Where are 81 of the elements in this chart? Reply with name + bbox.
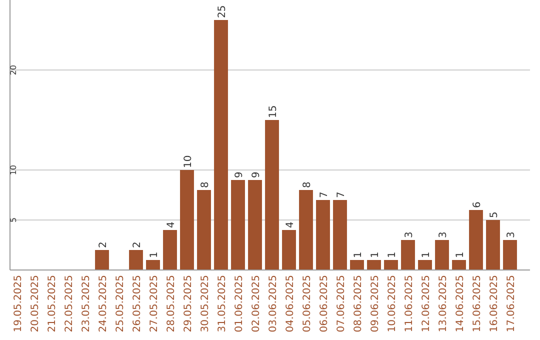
data-label: 9 (251, 172, 262, 178)
data-label: 6 (472, 202, 483, 208)
x-tick-label: 17.06.2025 (506, 275, 517, 332)
data-label: 10 (183, 155, 194, 168)
bar (265, 120, 279, 270)
x-tick-label: 21.05.2025 (47, 275, 58, 332)
bar (367, 260, 381, 270)
bar (299, 190, 313, 270)
bar (129, 250, 143, 270)
data-label: 1 (370, 252, 381, 258)
x-tick-label: 16.06.2025 (489, 275, 500, 332)
bar (231, 180, 245, 270)
data-label: 3 (404, 232, 415, 238)
data-label: 3 (438, 232, 449, 238)
data-label: 7 (336, 192, 347, 198)
bar (95, 250, 109, 270)
x-tick-label: 13.06.2025 (438, 275, 449, 332)
data-label: 8 (302, 182, 313, 188)
bar (316, 200, 330, 270)
x-tick-label: 01.06.2025 (234, 275, 245, 332)
x-tick-label: 23.05.2025 (81, 275, 92, 332)
bar (163, 230, 177, 270)
x-tick-label: 12.06.2025 (421, 275, 432, 332)
data-label: 1 (387, 252, 398, 258)
x-tick-label: 29.05.2025 (183, 275, 194, 332)
x-tick-label: 24.05.2025 (98, 275, 109, 332)
x-tick-label: 10.06.2025 (387, 275, 398, 332)
x-tick-label: 09.06.2025 (370, 275, 381, 332)
y-tick-label: 10 (9, 164, 18, 176)
x-tick-label: 08.06.2025 (353, 275, 364, 332)
x-tick-label: 14.06.2025 (455, 275, 466, 332)
bar (503, 240, 517, 270)
bar (146, 260, 160, 270)
data-label: 25 (217, 5, 228, 18)
data-label: 4 (285, 222, 296, 228)
data-label: 1 (455, 252, 466, 258)
bar (180, 170, 194, 270)
data-label: 1 (353, 252, 364, 258)
data-label: 9 (234, 172, 245, 178)
x-tick-label: 07.06.2025 (336, 275, 347, 332)
x-tick-label: 11.06.2025 (404, 275, 415, 332)
bar (214, 20, 228, 270)
data-label: 1 (149, 252, 160, 258)
bar (197, 190, 211, 270)
x-tick-label: 20.05.2025 (30, 275, 41, 332)
bar (452, 260, 466, 270)
data-label: 8 (200, 182, 211, 188)
bar (248, 180, 262, 270)
x-tick-label: 28.05.2025 (166, 275, 177, 332)
bar (333, 200, 347, 270)
x-tick-label: 22.05.2025 (64, 275, 75, 332)
x-tick-label: 25.05.2025 (115, 275, 126, 332)
bar (486, 220, 500, 270)
y-tick-label: 5 (9, 217, 18, 223)
y-tick-label: 20 (9, 64, 18, 76)
x-tick-label: 30.05.2025 (200, 275, 211, 332)
data-label: 2 (98, 242, 109, 248)
bar (418, 260, 432, 270)
bar (401, 240, 415, 270)
x-tick-label: 15.06.2025 (472, 275, 483, 332)
x-tick-label: 26.05.2025 (132, 275, 143, 332)
data-label: 4 (166, 222, 177, 228)
x-tick-label: 03.06.2025 (268, 275, 279, 332)
x-tick-label: 05.06.2025 (302, 275, 313, 332)
bar (384, 260, 398, 270)
data-label: 1 (421, 252, 432, 258)
x-tick-label: 19.05.2025 (13, 275, 24, 332)
data-label: 7 (319, 192, 330, 198)
x-tick-label: 02.06.2025 (251, 275, 262, 332)
x-tick-label: 31.05.2025 (217, 275, 228, 332)
x-tick-label: 27.05.2025 (149, 275, 160, 332)
x-tick-label: 06.06.2025 (319, 275, 330, 332)
data-label: 5 (489, 212, 500, 218)
data-label: 2 (132, 242, 143, 248)
data-label: 3 (506, 232, 517, 238)
bar (435, 240, 449, 270)
bar (469, 210, 483, 270)
bar (350, 260, 364, 270)
data-label: 15 (268, 105, 279, 118)
bar (282, 230, 296, 270)
x-tick-label: 04.06.2025 (285, 275, 296, 332)
